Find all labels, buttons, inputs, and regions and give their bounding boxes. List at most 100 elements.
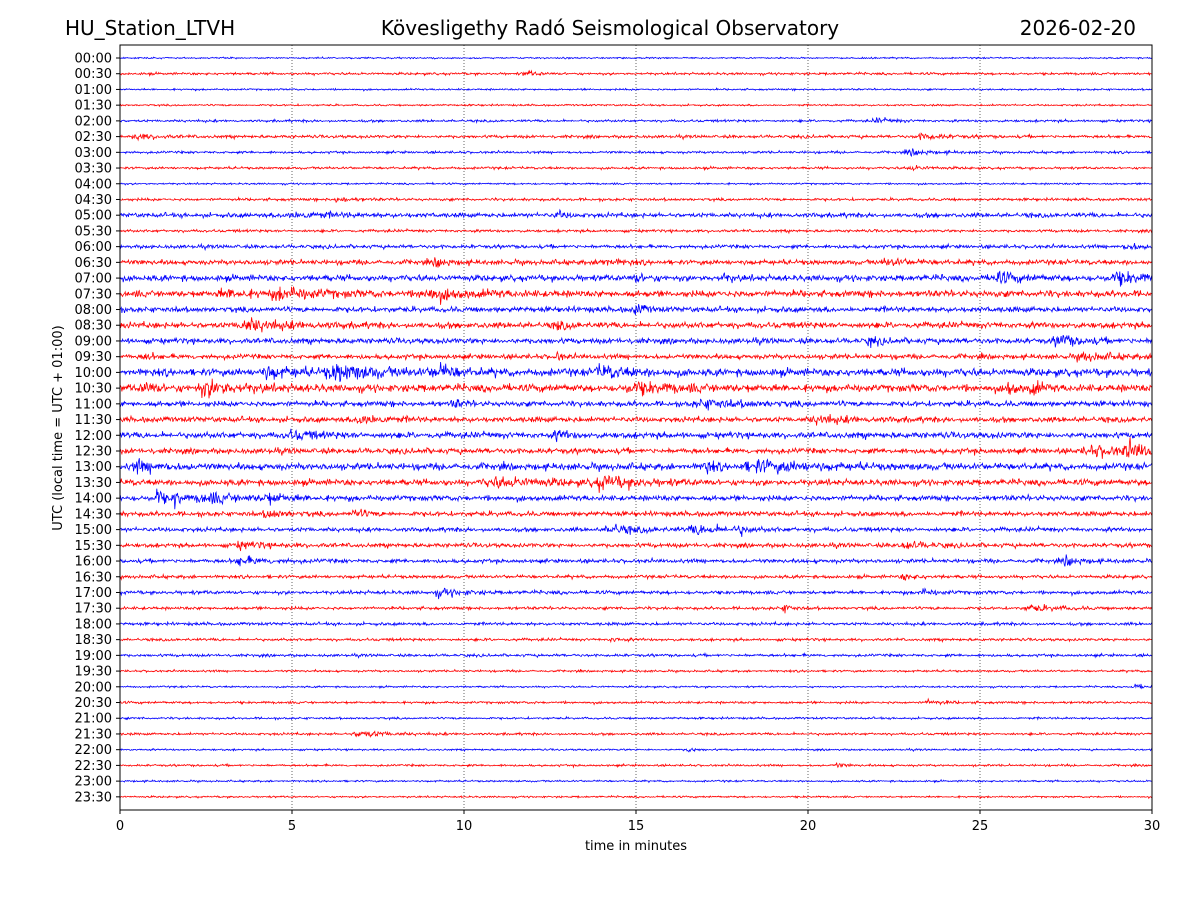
trace-1200 <box>119 428 1153 443</box>
trace-2200 <box>119 747 1153 753</box>
trace-0630 <box>119 257 1153 268</box>
y-tick-label: 06:30 <box>75 256 112 271</box>
y-tick-label: 23:00 <box>75 775 112 790</box>
y-tick-label: 05:00 <box>75 209 112 224</box>
trace-0400 <box>119 181 1153 187</box>
y-tick-label: 06:00 <box>75 240 112 255</box>
trace-2300 <box>119 778 1153 784</box>
y-tick-label: 17:30 <box>75 602 112 617</box>
trace-1830 <box>119 636 1153 644</box>
y-tick-label: 01:00 <box>75 83 112 98</box>
y-tick-label: 16:00 <box>75 555 112 570</box>
y-tick-label: 13:30 <box>75 476 112 491</box>
trace-0100 <box>119 87 1153 92</box>
date-label: 2026-02-20 <box>1020 16 1136 40</box>
y-tick-label: 16:30 <box>75 570 112 585</box>
y-tick-label: 19:00 <box>75 649 112 664</box>
y-tick-label: 05:30 <box>75 224 112 239</box>
y-tick-label: 11:00 <box>75 397 112 412</box>
y-tick-label: 09:30 <box>75 350 112 365</box>
trace-0000 <box>120 56 1153 60</box>
y-tick-label: 20:00 <box>75 680 112 695</box>
y-tick-label: 14:30 <box>75 507 112 522</box>
y-tick-label: 02:00 <box>75 114 112 129</box>
y-tick-label: 14:00 <box>75 492 112 507</box>
y-tick-label: 04:00 <box>75 177 112 192</box>
trace-1400 <box>119 488 1152 510</box>
y-tick-label: 00:00 <box>75 52 112 67</box>
trace-0600 <box>119 242 1153 252</box>
x-tick-label: 10 <box>456 819 473 834</box>
trace-0700 <box>119 270 1153 287</box>
trace-1900 <box>119 652 1153 659</box>
x-tick-label: 25 <box>972 819 989 834</box>
trace-2330 <box>120 794 1153 800</box>
y-tick-label: 07:30 <box>75 287 112 302</box>
trace-2130 <box>119 730 1153 738</box>
y-tick-label: 15:30 <box>75 539 112 554</box>
trace-1530 <box>119 540 1153 552</box>
y-tick-label: 07:00 <box>75 272 112 287</box>
trace-0830 <box>119 317 1153 333</box>
trace-0200 <box>119 117 1153 124</box>
trace-1330 <box>119 474 1153 493</box>
y-tick-label: 23:30 <box>75 790 112 805</box>
trace-0300 <box>119 148 1153 158</box>
y-tick-label: 09:00 <box>75 334 112 349</box>
trace-0500 <box>119 208 1153 220</box>
y-tick-label: 19:30 <box>75 665 112 680</box>
trace-2100 <box>119 715 1153 721</box>
trace-0730 <box>119 286 1153 305</box>
x-tick-label: 30 <box>1144 819 1161 834</box>
x-tick-label: 5 <box>288 819 296 834</box>
trace-0930 <box>119 350 1153 363</box>
trace-1630 <box>119 572 1153 581</box>
trace-0900 <box>119 335 1153 349</box>
y-tick-label: 00:30 <box>75 67 112 82</box>
trace-0800 <box>119 304 1153 316</box>
y-tick-label: 18:00 <box>75 617 112 632</box>
trace-0230 <box>119 132 1153 142</box>
traces <box>119 56 1153 800</box>
trace-1800 <box>119 620 1153 628</box>
trace-1930 <box>119 668 1153 674</box>
trace-2230 <box>119 762 1153 769</box>
y-axis: 00:0000:3001:0001:3002:0002:3003:0003:30… <box>75 52 120 805</box>
x-tick-label: 15 <box>628 819 645 834</box>
x-axis: 0 5 10 15 20 25 30 <box>116 810 1160 834</box>
y-tick-label: 13:00 <box>75 460 112 475</box>
trace-2030 <box>119 697 1153 706</box>
y-tick-label: 20:30 <box>75 696 112 711</box>
y-tick-label: 08:30 <box>75 319 112 334</box>
x-tick-label: 20 <box>800 819 817 834</box>
trace-1430 <box>119 508 1153 519</box>
y-tick-label: 12:30 <box>75 445 112 460</box>
trace-1730 <box>119 604 1153 614</box>
y-tick-label: 10:30 <box>75 382 112 397</box>
y-tick-label: 21:30 <box>75 727 112 742</box>
trace-0030 <box>119 69 1153 78</box>
trace-1130 <box>119 413 1153 426</box>
trace-1700 <box>119 587 1152 600</box>
y-tick-label: 03:30 <box>75 162 112 177</box>
trace-0530 <box>119 227 1153 235</box>
y-tick-label: 10:00 <box>75 366 112 381</box>
y-tick-label: 08:00 <box>75 303 112 318</box>
trace-1500 <box>119 523 1153 537</box>
grid-lines <box>291 45 981 810</box>
trace-2000 <box>119 683 1153 690</box>
trace-1030 <box>119 378 1153 399</box>
trace-1100 <box>119 398 1153 411</box>
trace-0430 <box>119 196 1153 204</box>
y-axis-label: UTC (local time = UTC + 01:00) <box>51 325 66 530</box>
trace-1600 <box>119 554 1153 567</box>
x-tick-label: 0 <box>116 819 124 834</box>
y-tick-label: 22:30 <box>75 759 112 774</box>
y-tick-label: 01:30 <box>75 99 112 114</box>
chart-title: Kövesligethy Radó Seismological Observat… <box>381 16 839 40</box>
y-tick-label: 04:30 <box>75 193 112 208</box>
y-tick-label: 12:00 <box>75 429 112 444</box>
trace-0330 <box>119 165 1153 172</box>
y-tick-label: 18:30 <box>75 633 112 648</box>
